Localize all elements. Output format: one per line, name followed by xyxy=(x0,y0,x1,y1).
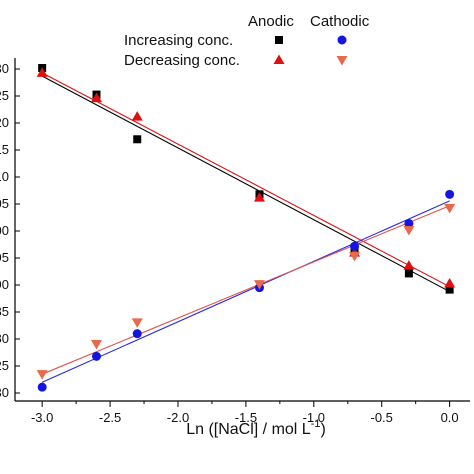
point-series-3 xyxy=(132,329,142,339)
legend-marker-cathodic-decreasing xyxy=(336,56,348,66)
point-series-1 xyxy=(445,285,454,294)
point-series-1 xyxy=(133,135,142,144)
point-series-3 xyxy=(445,189,455,199)
point-series-3 xyxy=(350,241,360,251)
y-tick-label: 30 xyxy=(0,61,9,76)
point-series-2 xyxy=(36,67,48,77)
x-axis-title: Ln ([NaCl] / mol L-1) xyxy=(186,418,326,438)
axes: -3.0 -2.5 -2.0 -1.5 -1.0 -0.5 0.0 30 25 20 15 10 05 0… xyxy=(0,58,470,425)
legend-header-anodic: Anodic xyxy=(248,13,294,30)
x-tick-label: 0.0 xyxy=(441,410,459,425)
point-series-4 xyxy=(349,251,361,262)
point-series-2 xyxy=(253,192,265,202)
legend-marker-anodic-increasing xyxy=(275,36,283,44)
point-series-4 xyxy=(36,370,48,380)
legend-row-decreasing: Decreasing conc. xyxy=(124,52,240,69)
y-tick-label: 05 xyxy=(0,196,9,211)
fit-line-2 xyxy=(41,72,450,288)
y-tick-label: 25 xyxy=(0,358,9,373)
fit-lines xyxy=(41,72,450,383)
point-series-4 xyxy=(253,280,265,290)
x-axis-title-main: Ln ([NaCl] / mol L xyxy=(186,421,311,438)
x-tick-label: -3.0 xyxy=(31,410,53,425)
legend-row-increasing: Increasing conc. xyxy=(124,32,233,49)
x-axis-title-superscript: -1 xyxy=(311,418,321,430)
legend: Anodic Cathodic Increasing conc. Decreasing… xyxy=(124,13,370,69)
point-series-2 xyxy=(90,92,102,103)
point-series-2 xyxy=(131,111,143,121)
y-tick-label: 90 xyxy=(0,277,9,292)
point-series-3 xyxy=(404,219,414,229)
point-series-2 xyxy=(444,277,456,288)
fit-line-3 xyxy=(41,200,450,383)
legend-marker-anodic-decreasing xyxy=(273,54,285,64)
y-tick-label: 95 xyxy=(0,250,9,265)
point-series-3 xyxy=(37,382,47,392)
fit-line-1 xyxy=(41,75,450,293)
y-tick-label: 00 xyxy=(0,223,9,238)
y-tick-label: 80 xyxy=(0,331,9,346)
x-tick-label: -0.5 xyxy=(371,410,393,425)
legend-marker-cathodic-increasing xyxy=(337,35,347,45)
point-series-1 xyxy=(404,269,413,278)
x-tick-label: -1.0 xyxy=(303,410,325,425)
point-series-2 xyxy=(403,260,415,270)
point-series-4 xyxy=(403,226,415,236)
y-tick-label: 15 xyxy=(0,142,9,157)
legend-header-cathodic: Cathodic xyxy=(310,13,370,30)
data-points xyxy=(36,64,456,392)
y-tick-label: 20 xyxy=(0,115,9,130)
point-series-4 xyxy=(90,340,102,350)
x-axis-title-end: ) xyxy=(320,421,325,438)
x-tick-label: -2.0 xyxy=(167,410,189,425)
y-tick-label: 85 xyxy=(0,304,9,319)
point-series-4 xyxy=(131,318,143,328)
y-tick-label: 25 xyxy=(0,88,9,103)
x-tick-label: -1.5 xyxy=(235,410,257,425)
fit-line-4 xyxy=(41,205,450,375)
point-series-4 xyxy=(444,203,456,214)
x-tick-label: -2.5 xyxy=(99,410,121,425)
point-series-3 xyxy=(91,351,101,361)
y-tick-label: 10 xyxy=(0,169,9,184)
y-tick-label: 30 xyxy=(0,385,9,400)
